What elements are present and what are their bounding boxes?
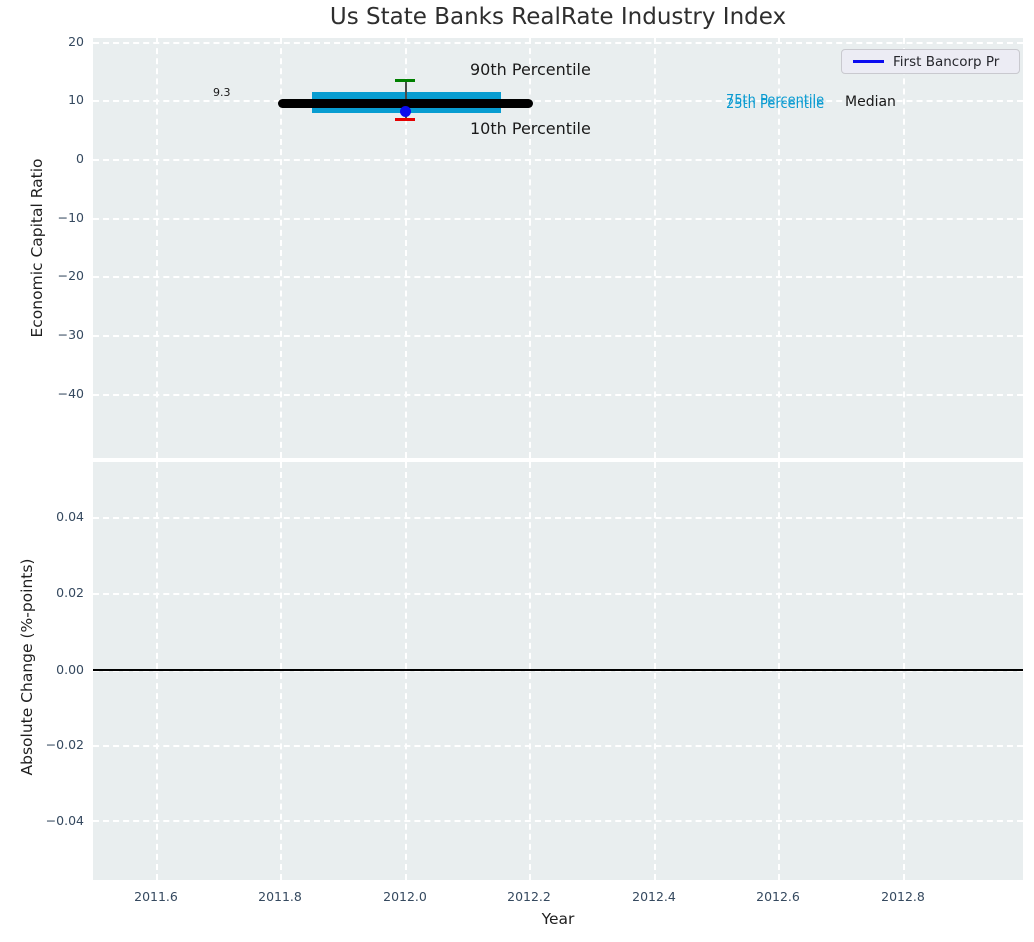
median-line [278, 99, 533, 108]
p90-cap [395, 79, 415, 82]
bottom-plot-area [93, 462, 1023, 880]
gridline [778, 38, 780, 458]
ytick-label: −20 [57, 268, 84, 283]
x-axis-label: Year [541, 910, 575, 928]
bottom-y-axis-label: Absolute Change (%-points) [18, 558, 36, 776]
xtick-label: 2011.6 [134, 889, 178, 904]
gridline [93, 42, 1023, 44]
gridline [280, 38, 282, 458]
top-y-axis-label: Economic Capital Ratio [28, 158, 46, 338]
gridline [93, 335, 1023, 337]
gridline [93, 159, 1023, 161]
median-value-label: 9.3 [213, 86, 231, 99]
ytick-label: −0.04 [45, 813, 84, 828]
company-data-point [400, 106, 411, 117]
ytick-label: −0.02 [45, 737, 84, 752]
gridline [654, 38, 656, 458]
p90-label: 90th Percentile [470, 60, 591, 79]
xtick-label: 2012.6 [756, 889, 800, 904]
p25-label: 25th Percentile [726, 97, 825, 112]
ytick-label: 20 [68, 34, 84, 49]
gridline [93, 218, 1023, 220]
p10-cap [395, 118, 415, 121]
ytick-label: 0 [76, 151, 84, 166]
ytick-label: −40 [57, 386, 84, 401]
gridline [93, 394, 1023, 396]
ytick-label: 0.02 [56, 585, 84, 600]
p10-label: 10th Percentile [470, 119, 591, 138]
gridline [93, 745, 1023, 747]
gridline [529, 38, 531, 458]
zero-reference-line [93, 669, 1023, 671]
median-label: Median [845, 94, 896, 110]
gridline [405, 38, 407, 458]
ytick-label: −30 [57, 327, 84, 342]
legend-label: First Bancorp Pr [893, 53, 1000, 70]
xtick-label: 2011.8 [258, 889, 302, 904]
gridline [93, 100, 1023, 102]
gridline [93, 820, 1023, 822]
gridline [93, 670, 1023, 672]
gridline [903, 38, 905, 458]
ytick-label: 0.00 [56, 662, 84, 677]
xtick-label: 2012.4 [632, 889, 676, 904]
xtick-label: 2012.8 [881, 889, 925, 904]
gridline [93, 276, 1023, 278]
gridline [93, 517, 1023, 519]
legend: First Bancorp Pr [841, 49, 1020, 74]
ytick-label: 0.04 [56, 509, 84, 524]
legend-line-swatch [853, 60, 884, 63]
gridline [156, 38, 158, 458]
gridline [93, 593, 1023, 595]
chart-title: Us State Banks RealRate Industry Index [329, 4, 787, 30]
xtick-label: 2012.0 [383, 889, 427, 904]
top-plot-area: 9.3 90th Percentile 10th Percentile 75th… [93, 38, 1023, 458]
xtick-label: 2012.2 [507, 889, 551, 904]
p75-label: 75th Percentile [726, 93, 825, 108]
ytick-label: −10 [57, 210, 84, 225]
ytick-label: 10 [68, 92, 84, 107]
